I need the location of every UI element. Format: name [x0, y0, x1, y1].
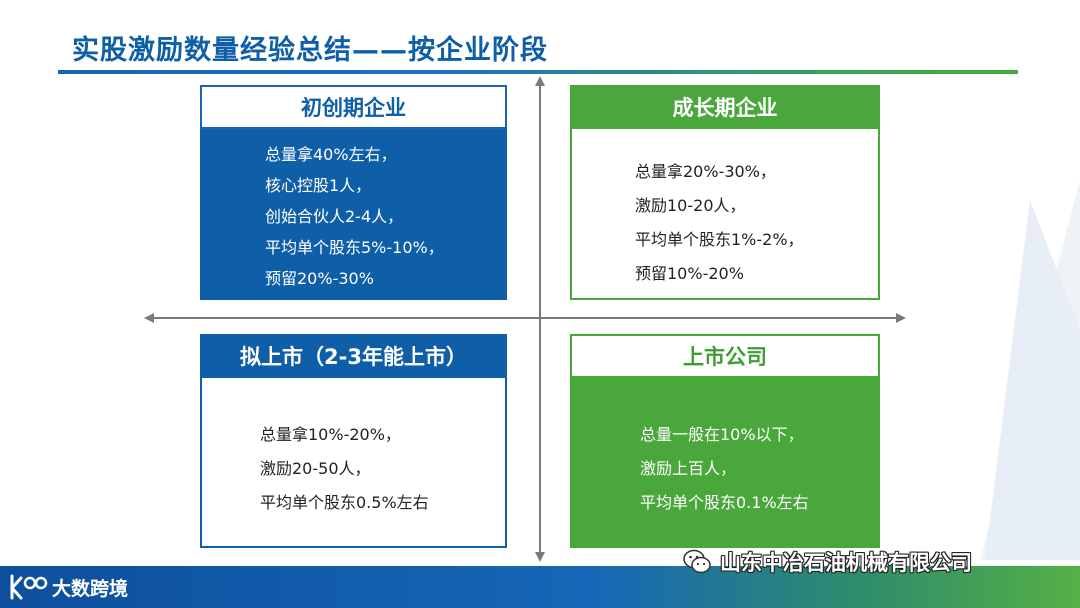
quadrant-growth: 成长期企业 总量拿20%-30%， 激励10-20人， 平均单个股东1%-2%，… — [570, 85, 880, 300]
footer-bar — [0, 566, 1080, 608]
arrow-left-icon — [144, 313, 154, 323]
arrow-up-icon — [535, 76, 545, 86]
wechat-icon — [683, 549, 711, 574]
page-title: 实股激励数量经验总结——按企业阶段 — [72, 35, 548, 66]
watermark-text: 山东中冶石油机械有限公司 — [720, 551, 972, 575]
quadrant-line: 预留20%-30% — [265, 269, 374, 288]
quadrant-header: 成长期企业 — [570, 85, 880, 129]
quadrant-line: 平均单个股东1%-2%， — [635, 230, 804, 249]
quadrant-line: 激励10-20人， — [635, 196, 746, 215]
quadrant-pre-ipo: 拟上市（2-3年能上市） 总量拿10%-20%， 激励20-50人， 平均单个股… — [200, 334, 507, 548]
quadrant-line: 激励20-50人， — [260, 459, 371, 478]
quadrant-listed: 上市公司 总量一般在10%以下， 激励上百人， 平均单个股东0.1%左右 — [570, 334, 880, 548]
quadrant-body: 总量拿10%-20%， 激励20-50人， 平均单个股东0.5%左右 — [200, 378, 507, 548]
brand: 大数跨境 — [8, 570, 128, 604]
quadrant-line: 总量一般在10%以下， — [640, 425, 804, 444]
quadrant-line: 创始合伙人2-4人， — [265, 207, 404, 226]
kdo-logo-icon — [10, 574, 48, 600]
quadrant-body: 总量拿20%-30%， 激励10-20人， 平均单个股东1%-2%， 预留10%… — [570, 129, 880, 300]
quadrant-line: 总量拿40%左右， — [265, 145, 397, 164]
quadrant-lines: 总量拿10%-20%， 激励20-50人， 平均单个股东0.5%左右 — [260, 418, 429, 520]
quadrant-line: 总量拿10%-20%， — [260, 425, 401, 444]
quadrant-line: 平均单个股东0.5%左右 — [260, 493, 429, 512]
quadrant-line: 总量拿20%-30%， — [635, 162, 776, 181]
quadrant-line: 预留10%-20% — [635, 264, 744, 283]
brand-name: 大数跨境 — [52, 577, 129, 600]
quadrant-lines: 总量一般在10%以下， 激励上百人， 平均单个股东0.1%左右 — [640, 418, 809, 520]
quadrant-header: 初创期企业 — [200, 85, 507, 129]
quadrant-lines: 总量拿40%左右， 核心控股1人， 创始合伙人2-4人， 平均单个股东5%-10… — [265, 139, 444, 294]
title-underline — [58, 70, 1018, 74]
watermark: 山东中冶石油机械有限公司 — [682, 545, 972, 579]
quadrant-body: 总量拿40%左右， 核心控股1人， 创始合伙人2-4人， 平均单个股东5%-10… — [200, 129, 507, 300]
quadrant-line: 平均单个股东0.1%左右 — [640, 493, 809, 512]
quadrant-startup: 初创期企业 总量拿40%左右， 核心控股1人， 创始合伙人2-4人， 平均单个股… — [200, 85, 507, 300]
quadrant-line: 激励上百人， — [640, 459, 737, 478]
quadrant-line: 核心控股1人， — [265, 176, 372, 195]
quadrant-header: 拟上市（2-3年能上市） — [200, 334, 507, 378]
quadrant-lines: 总量拿20%-30%， 激励10-20人， 平均单个股东1%-2%， 预留10%… — [635, 155, 804, 291]
quadrant-line: 平均单个股东5%-10%， — [265, 238, 444, 257]
arrow-down-icon — [535, 552, 545, 562]
quadrant-header: 上市公司 — [570, 334, 880, 378]
arrow-right-icon — [896, 313, 906, 323]
quadrant-body: 总量一般在10%以下， 激励上百人， 平均单个股东0.1%左右 — [570, 378, 880, 548]
